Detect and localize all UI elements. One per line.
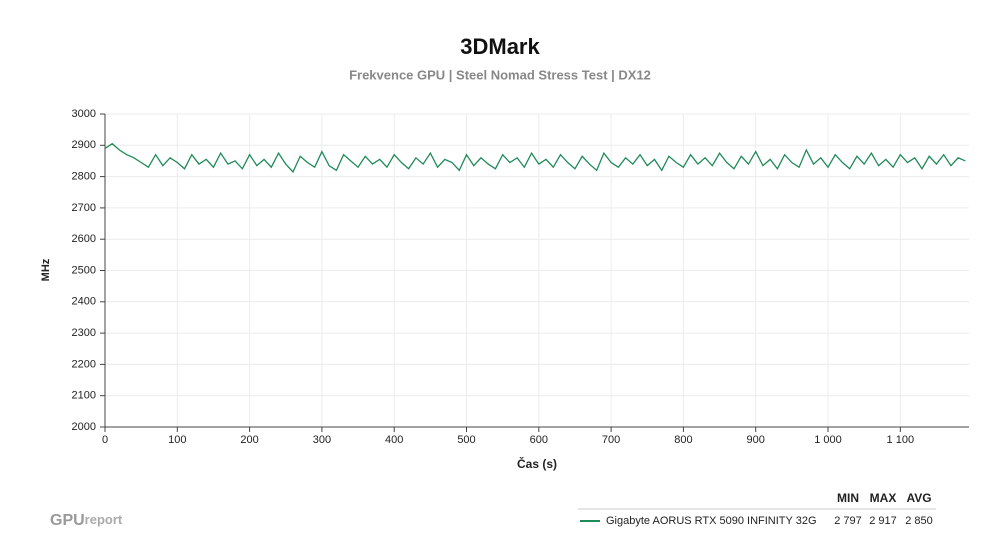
x-tick-label: 700 xyxy=(602,434,620,446)
legend-stat: 2 850 xyxy=(905,515,933,527)
y-tick-label: 2000 xyxy=(72,421,96,433)
x-tick-label: 200 xyxy=(240,434,258,446)
y-tick-label: 2700 xyxy=(72,202,96,214)
logo-light: report xyxy=(85,512,123,527)
y-tick-label: 2600 xyxy=(72,233,96,245)
x-tick-label: 900 xyxy=(747,434,765,446)
legend-label: Gigabyte AORUS RTX 5090 INFINITY 32G xyxy=(606,515,817,527)
x-tick-label: 1 100 xyxy=(887,434,915,446)
chart-title: 3DMark xyxy=(460,34,540,59)
y-tick-label: 2400 xyxy=(72,296,96,308)
x-tick-label: 300 xyxy=(313,434,331,446)
x-tick-label: 0 xyxy=(102,434,108,446)
x-tick-label: 400 xyxy=(385,434,403,446)
chart-subtitle: Frekvence GPU | Steel Nomad Stress Test … xyxy=(349,67,651,82)
x-tick-label: 100 xyxy=(168,434,186,446)
logo: GPUreport xyxy=(50,512,123,529)
logo-bold: GPU xyxy=(50,512,85,529)
x-tick-label: 600 xyxy=(530,434,548,446)
x-tick-label: 500 xyxy=(457,434,475,446)
series-line xyxy=(104,142,966,174)
y-tick-label: 3000 xyxy=(72,108,96,120)
legend-header: AVG xyxy=(906,491,931,505)
x-tick-label: 800 xyxy=(674,434,692,446)
y-tick-label: 2200 xyxy=(72,358,96,370)
x-axis-label: Čas (s) xyxy=(517,456,557,471)
x-tick-label: 1 000 xyxy=(814,434,842,446)
legend-stat: 2 917 xyxy=(869,515,897,527)
y-tick-label: 2300 xyxy=(72,327,96,339)
y-tick-label: 2800 xyxy=(72,171,96,183)
legend-header: MIN xyxy=(837,491,859,505)
legend-header: MAX xyxy=(870,491,897,505)
y-tick-label: 2100 xyxy=(72,390,96,402)
y-tick-label: 2900 xyxy=(72,139,96,151)
y-tick-label: 2500 xyxy=(72,264,96,276)
legend-stat: 2 797 xyxy=(834,515,862,527)
y-axis-label: MHz xyxy=(40,258,52,281)
